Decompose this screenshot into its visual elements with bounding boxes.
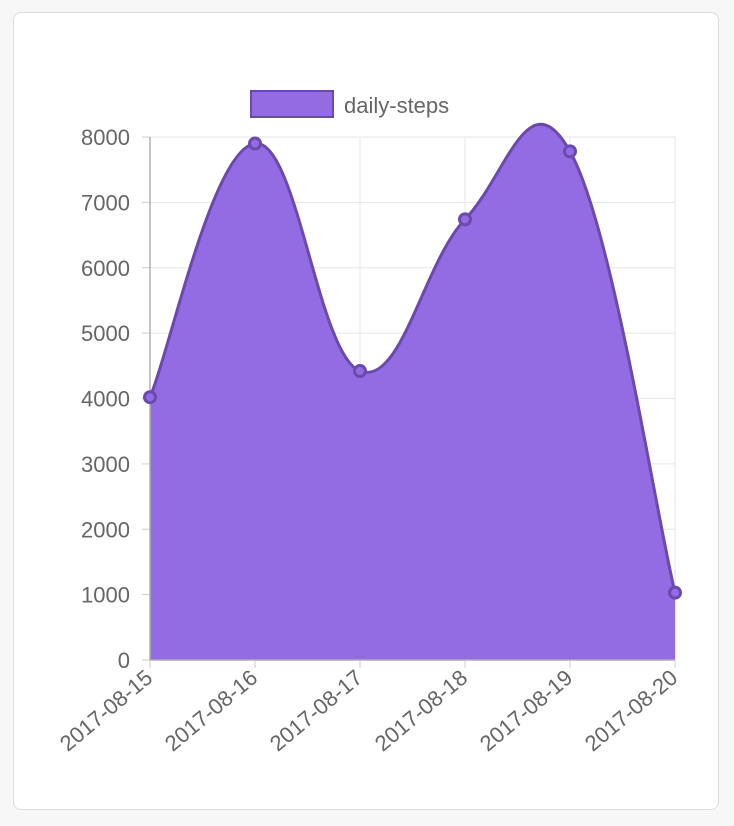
y-tick-label: 3000 <box>81 452 130 477</box>
y-tick-label: 2000 <box>81 517 130 542</box>
y-tick-label: 7000 <box>81 190 130 215</box>
y-tick-label: 4000 <box>81 387 130 412</box>
x-tick-label: 2017-08-15 <box>55 665 157 756</box>
area-series <box>148 122 677 660</box>
data-points <box>143 136 682 600</box>
y-tick-label: 5000 <box>81 321 130 346</box>
data-point <box>353 364 367 379</box>
x-tick-label: 2017-08-19 <box>475 665 577 756</box>
x-tick-label: 2017-08-17 <box>265 665 367 756</box>
y-tick-label: 8000 <box>81 125 130 150</box>
data-point <box>458 212 472 227</box>
y-tick-label: 0 <box>118 648 130 673</box>
x-tick-label: 2017-08-20 <box>580 665 682 756</box>
y-tick-label: 1000 <box>81 583 130 608</box>
x-tick-label: 2017-08-18 <box>370 665 472 756</box>
legend[interactable]: daily-steps <box>250 90 449 118</box>
data-point <box>668 585 682 600</box>
data-point <box>143 390 157 405</box>
x-tick-label: 2017-08-16 <box>160 665 262 756</box>
y-tick-label: 6000 <box>81 256 130 281</box>
legend-label: daily-steps <box>344 93 449 118</box>
area-fill <box>150 124 675 660</box>
data-point <box>563 144 577 159</box>
series-line <box>148 122 677 594</box>
data-point <box>248 136 262 151</box>
legend-swatch <box>250 90 334 118</box>
